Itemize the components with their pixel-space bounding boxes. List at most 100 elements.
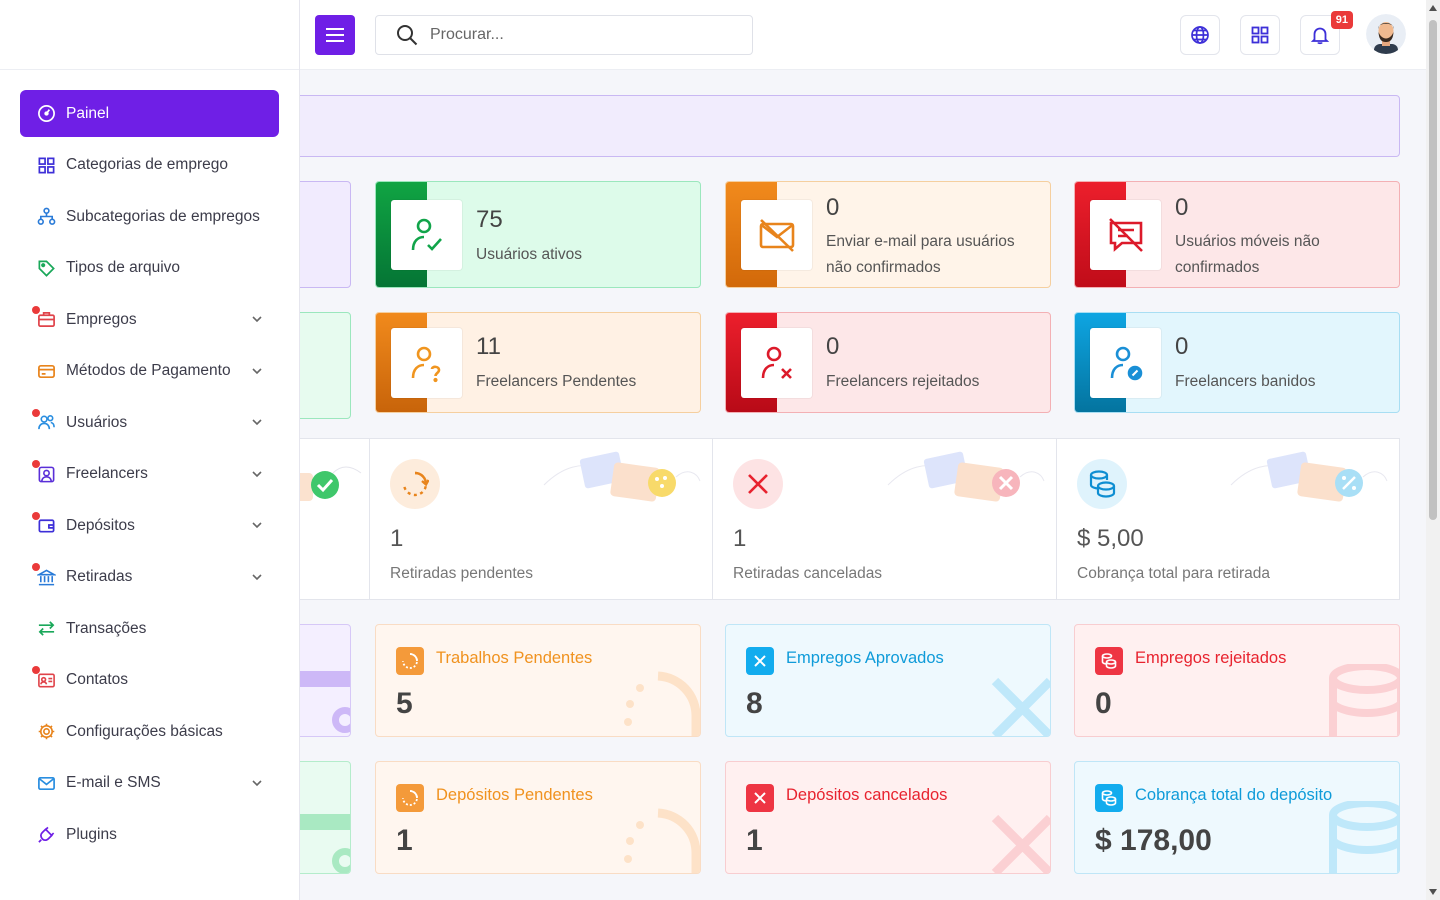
- coins-icon: [1077, 459, 1127, 509]
- sidebar-item-label: Transações: [66, 619, 147, 637]
- unconfirmed-email-users-card[interactable]: 0 Enviar e-mail para usuários não confir…: [725, 181, 1051, 288]
- card-value: 5: [396, 687, 413, 720]
- card-value: 0: [826, 194, 840, 221]
- user-question-icon: [391, 328, 462, 398]
- apps-button[interactable]: [1240, 15, 1280, 55]
- bank-icon: [32, 563, 56, 587]
- sitemap-icon: [36, 207, 56, 227]
- sidebar-item-tipos-arquivo[interactable]: Tipos de arquivo: [20, 245, 279, 292]
- mail-off-icon: [741, 200, 812, 270]
- card-value: 8: [746, 687, 763, 720]
- stat-label: Retiradas pendentes: [390, 565, 534, 582]
- sidebar-item-painel[interactable]: Painel: [20, 90, 279, 137]
- notifications-button[interactable]: 91: [1300, 11, 1353, 55]
- decorative-x-icon: [991, 677, 1050, 736]
- dashboard-icon: [36, 104, 56, 124]
- sidebar-item-depositos[interactable]: Depósitos: [20, 502, 279, 549]
- notification-dot: [32, 460, 40, 468]
- scrollbar-thumb[interactable]: [1429, 20, 1437, 520]
- notification-dot: [32, 408, 40, 417]
- language-button[interactable]: [1180, 15, 1220, 55]
- rejected-freelancers-card[interactable]: 0 Freelancers rejeitados: [725, 312, 1051, 413]
- stat-label: Retiradas canceladas: [733, 565, 883, 582]
- card-value: 1: [396, 824, 413, 857]
- contact-card-icon: [32, 666, 56, 690]
- card-label: Usuários ativos: [476, 246, 582, 263]
- sidebar-item-subcategorias[interactable]: Subcategorias de empregos: [20, 193, 279, 240]
- sidebar-item-retiradas[interactable]: Retiradas: [20, 554, 279, 601]
- hamburger-icon: [326, 28, 344, 42]
- card-label: Usuários móveis não confirmados: [1175, 233, 1320, 276]
- x-icon: [746, 647, 774, 675]
- cancelled-deposits-card[interactable]: Depósitos cancelados 1: [725, 761, 1051, 874]
- sidebar-item-transacoes[interactable]: Transações: [20, 605, 279, 652]
- gear-icon: [36, 722, 56, 742]
- search-icon: [397, 25, 418, 46]
- decorative-illustration: [887, 451, 1045, 502]
- card-label: Freelancers banidos: [1175, 373, 1316, 390]
- rejected-jobs-card[interactable]: Empregos rejeitados 0: [1074, 624, 1400, 737]
- card-value: $ 178,00: [1095, 824, 1212, 857]
- sidebar-item-label: Configurações básicas: [66, 722, 223, 740]
- pending-freelancers-card[interactable]: 11 Freelancers Pendentes: [375, 312, 701, 413]
- apps-grid-icon: [1251, 26, 1269, 44]
- sidebar-item-freelancers[interactable]: Freelancers: [20, 451, 279, 498]
- card-title: Depósitos cancelados: [786, 786, 948, 804]
- pending-jobs-card[interactable]: Trabalhos Pendentes 5: [375, 624, 701, 737]
- sidebar-nav: Painel Categorias de emprego Subcategori…: [0, 70, 299, 858]
- stat-value: 1: [733, 525, 747, 552]
- card-title: Empregos rejeitados: [1135, 649, 1287, 667]
- card-label: Enviar e-mail para usuários não confirma…: [826, 233, 1015, 276]
- scroll-up-arrow-icon[interactable]: [1429, 5, 1437, 11]
- sidebar-item-configuracoes[interactable]: Configurações básicas: [20, 708, 279, 755]
- sidebar-item-label: Depósitos: [66, 516, 135, 534]
- card-value: 75: [476, 206, 503, 233]
- sidebar-item-label: Usuários: [66, 413, 128, 431]
- cancelled-withdrawals-stat[interactable]: 1 Retiradas canceladas: [713, 439, 1057, 599]
- search-box[interactable]: [375, 15, 753, 55]
- scroll-down-arrow-icon[interactable]: [1429, 889, 1437, 895]
- sidebar-item-plugins[interactable]: Plugins: [20, 811, 279, 858]
- page-scrollbar[interactable]: [1426, 0, 1440, 900]
- approved-jobs-card[interactable]: Empregos Aprovados 8: [725, 624, 1051, 737]
- active-users-card[interactable]: 75 Usuários ativos: [375, 181, 701, 288]
- unconfirmed-mobile-users-card[interactable]: 0 Usuários móveis não confirmados: [1074, 181, 1400, 288]
- pending-withdrawals-stat[interactable]: 1 Retiradas pendentes: [370, 439, 713, 599]
- spinner-icon: [396, 784, 424, 812]
- sidebar-item-empregos[interactable]: Empregos: [20, 296, 279, 343]
- card-title: Cobrança total do depósito: [1135, 786, 1333, 804]
- banned-freelancers-card[interactable]: 0 Freelancers banidos: [1074, 312, 1400, 413]
- withdrawal-charge-stat[interactable]: $ 5,00 Cobrança total para retirada: [1057, 439, 1399, 599]
- notification-dot: [32, 305, 40, 314]
- sidebar-item-usuarios[interactable]: Usuários: [20, 399, 279, 446]
- pending-deposits-card[interactable]: Depósitos Pendentes 1: [375, 761, 701, 874]
- sidebar-item-label: Retiradas: [66, 568, 133, 585]
- sidebar-item-contatos[interactable]: Contatos: [20, 657, 279, 704]
- card-title: Empregos Aprovados: [786, 649, 944, 667]
- card-label: Freelancers rejeitados: [826, 373, 980, 390]
- sidebar-item-label: Empregos: [66, 310, 137, 328]
- credit-card-icon: [36, 361, 56, 381]
- card-value: 0: [1175, 333, 1189, 360]
- menu-toggle-button[interactable]: [315, 15, 355, 55]
- sidebar-item-label: Métodos de Pagamento: [66, 362, 231, 379]
- sidebar-item-categorias[interactable]: Categorias de emprego: [20, 142, 279, 189]
- card-value: 1: [746, 824, 763, 857]
- stat-value: 1: [390, 525, 404, 552]
- withdrawals-panel: 1 Retiradas pendentes 1 Retiradas cancel…: [120, 438, 1400, 600]
- users-icon: [32, 408, 56, 433]
- notification-dot: [32, 666, 40, 674]
- search-input[interactable]: [430, 26, 730, 44]
- user-avatar[interactable]: [1366, 14, 1406, 54]
- coins-icon: [1095, 647, 1123, 675]
- globe-icon: [1191, 26, 1209, 44]
- deposit-charge-card[interactable]: Cobrança total do depósito $ 178,00: [1074, 761, 1400, 874]
- chevron-down-icon: [252, 419, 262, 426]
- sidebar-item-metodos-pagamento[interactable]: Métodos de Pagamento: [20, 348, 279, 395]
- tag-icon: [36, 258, 56, 278]
- sidebar-item-email-sms[interactable]: E-mail e SMS: [20, 760, 279, 807]
- spinner-icon: [396, 647, 424, 675]
- sidebar-item-label: Categorias de emprego: [66, 156, 228, 173]
- sidebar-item-label: Painel: [66, 104, 110, 122]
- grid-icon: [36, 155, 56, 175]
